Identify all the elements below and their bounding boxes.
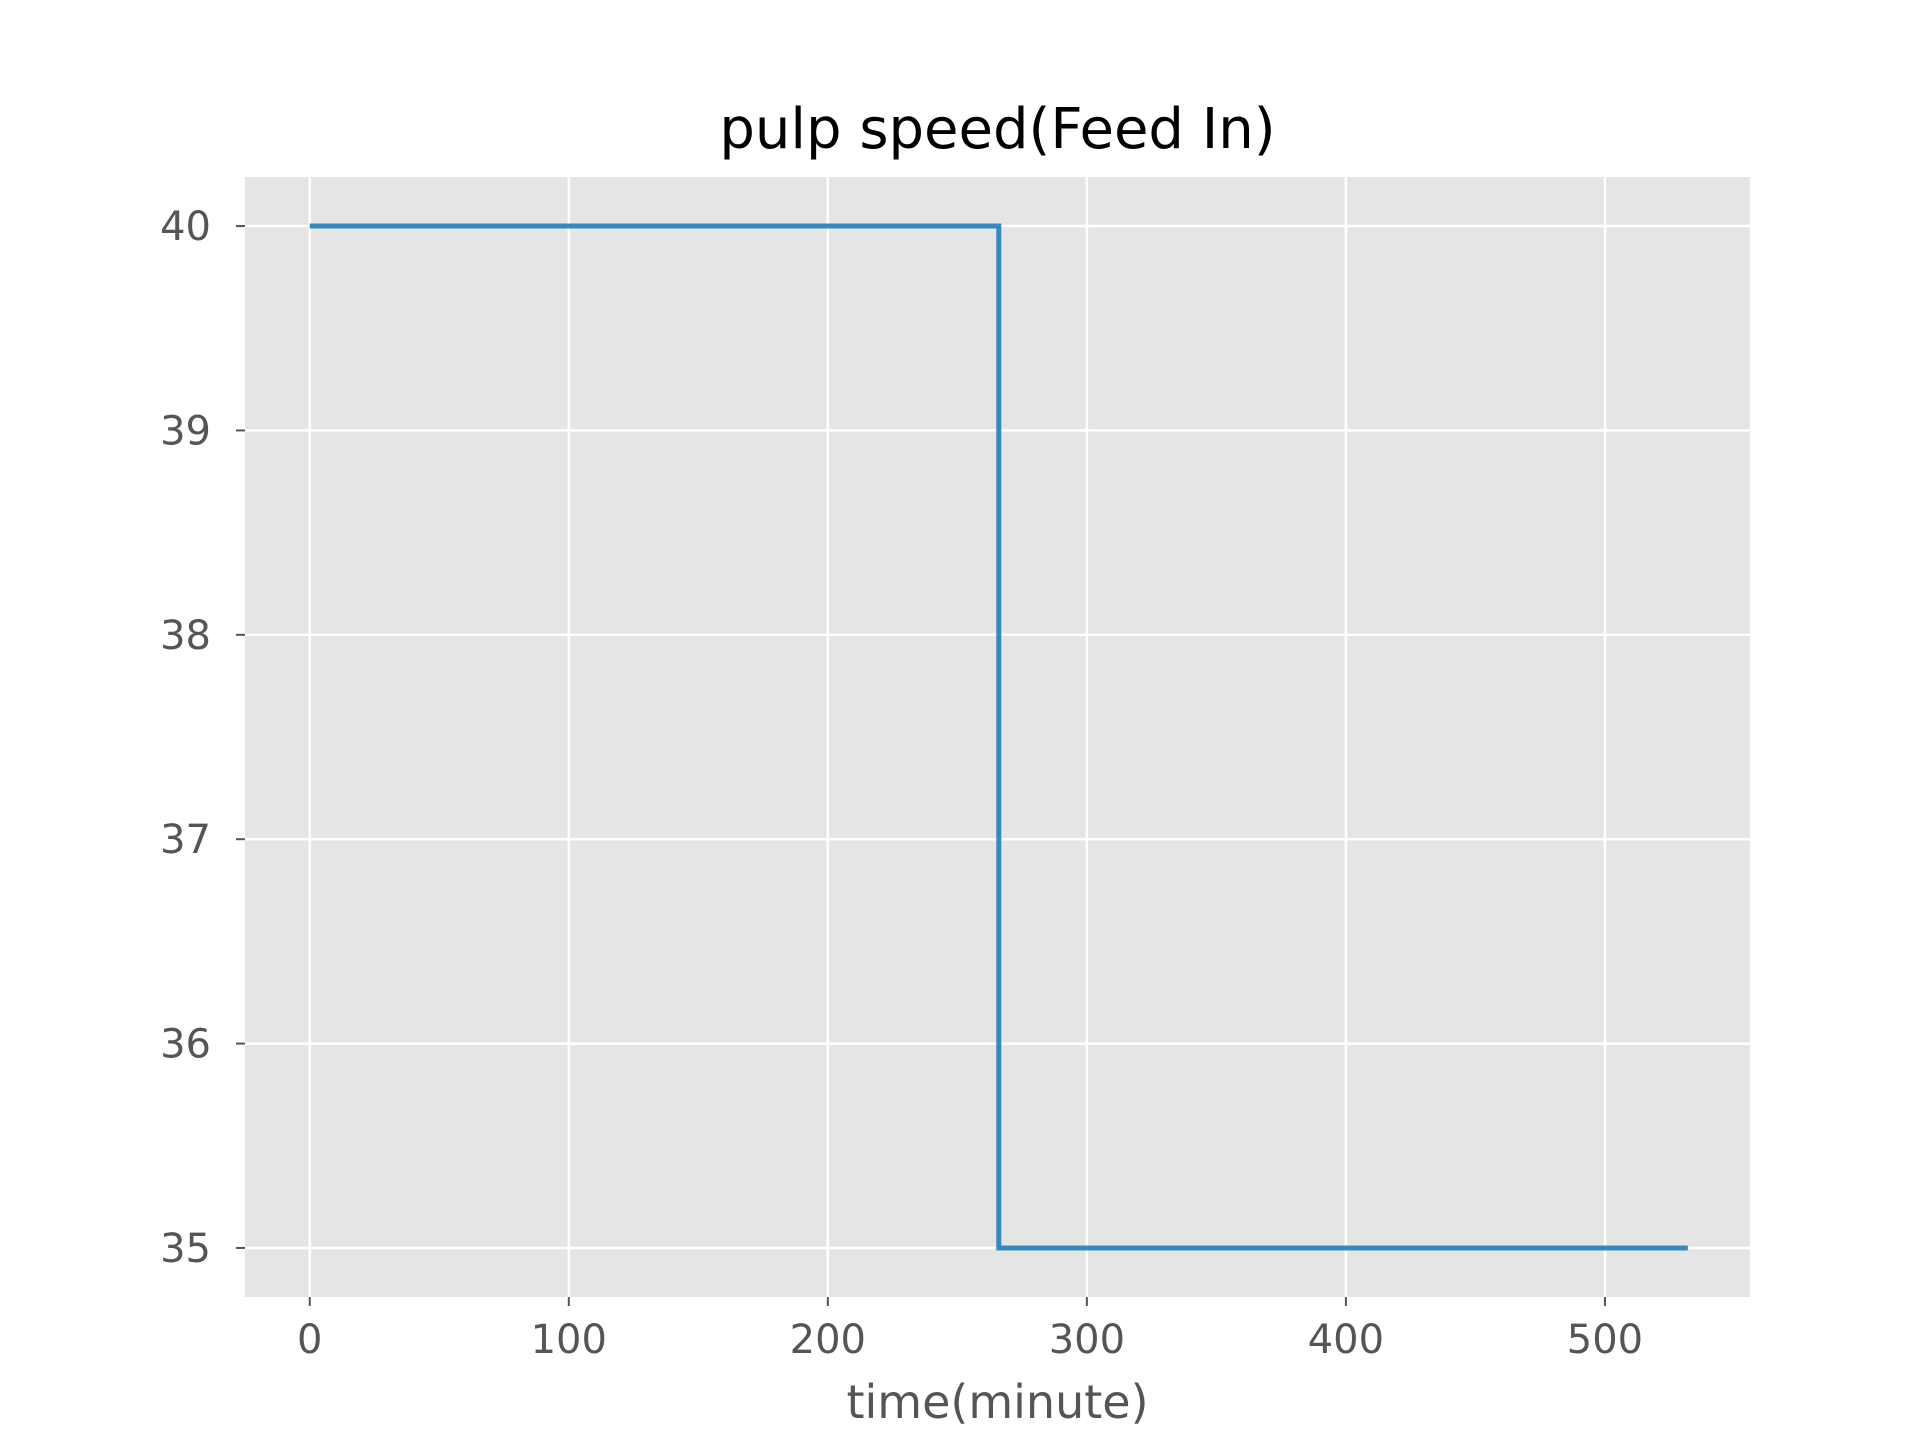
x-tick-label: 200 xyxy=(790,1317,866,1363)
series-line xyxy=(309,223,1688,1251)
x-tick-label: 100 xyxy=(531,1317,607,1363)
x-tick-label: 300 xyxy=(1049,1317,1125,1363)
series-layer xyxy=(309,223,1688,1251)
y-tick-label: 38 xyxy=(160,613,211,659)
y-tick-label: 35 xyxy=(160,1226,211,1272)
x-tick-label: 0 xyxy=(297,1317,322,1363)
chart-title: pulp speed(Feed In) xyxy=(719,97,1275,162)
y-tick-label: 39 xyxy=(160,408,211,454)
x-axis-label: time(minute) xyxy=(846,1375,1148,1429)
y-tick-label: 36 xyxy=(160,1022,211,1068)
x-tick-label: 500 xyxy=(1567,1317,1643,1363)
x-tick-label: 400 xyxy=(1308,1317,1384,1363)
y-tick-label: 37 xyxy=(160,817,211,863)
axis-ticks: 0 100 200 300 400 500 35 36 37 38 39 40 xyxy=(160,204,1643,1363)
y-tick-label: 40 xyxy=(160,204,211,250)
